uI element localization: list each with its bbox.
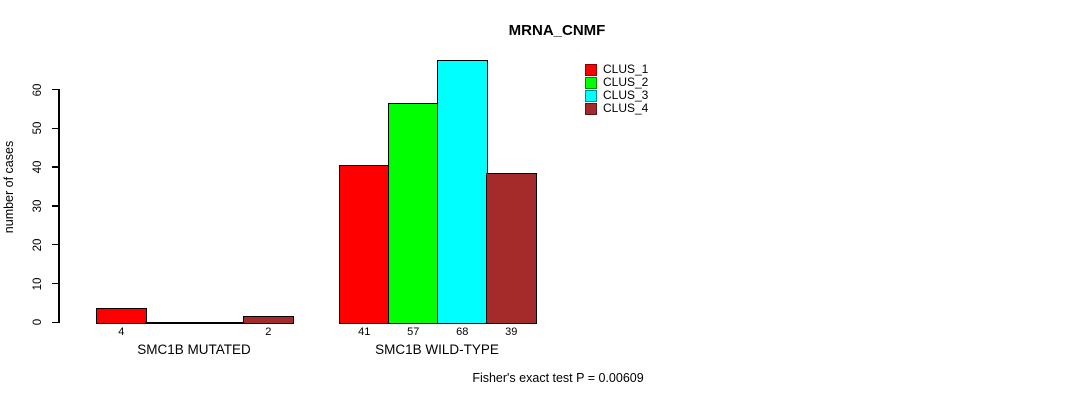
group-label-smc1b-wild-type: SMC1B WILD-TYPE (375, 342, 499, 357)
bar-clus_4 (486, 172, 537, 324)
y-axis-tick (51, 205, 59, 207)
y-axis-tick-label: 20 (32, 238, 44, 252)
legend-swatch-icon (585, 63, 597, 76)
y-axis-tick-label: 30 (32, 199, 44, 213)
legend-label: CLUS_4 (603, 101, 649, 115)
bar-clus_3 (437, 59, 488, 324)
y-axis-tick (51, 321, 59, 324)
y-axis-tick (51, 282, 59, 285)
zero-bar-clus_2 (145, 322, 196, 324)
y-axis-tick-label: 0 (32, 319, 44, 326)
chart-title: MRNA_CNMF (508, 22, 606, 39)
legend-item-clus_1: CLUS_1 (585, 63, 648, 76)
y-axis-tick-label: 40 (32, 160, 44, 174)
y-axis-tick-label: 50 (32, 121, 44, 135)
legend-item-clus_3: CLUS_3 (585, 89, 648, 102)
y-axis-label: number of cases (2, 140, 16, 234)
y-axis-tick (51, 88, 59, 91)
legend-item-clus_2: CLUS_2 (585, 76, 648, 89)
y-axis-tick (51, 166, 59, 168)
legend: CLUS_1 CLUS_2 CLUS_3 CLUS_4 (585, 63, 648, 115)
y-axis-tick (51, 243, 59, 246)
bar-value-label: 4 (118, 326, 125, 338)
legend-label: CLUS_3 (603, 88, 649, 102)
y-axis-line (58, 89, 60, 323)
bar-value-label: 2 (265, 326, 272, 338)
bar-clus_1 (339, 164, 390, 324)
y-axis-tick-label: 60 (32, 83, 44, 96)
zero-bar-clus_3 (194, 322, 245, 324)
legend-label: CLUS_1 (603, 62, 649, 76)
bar-value-label: 41 (358, 326, 371, 338)
y-axis-tick (51, 127, 59, 130)
legend-item-clus_4: CLUS_4 (585, 102, 648, 115)
bar-value-label: 57 (407, 326, 420, 338)
annotation-text: Fisher's exact test P = 0.00609 (472, 371, 644, 385)
legend-swatch-icon (585, 102, 597, 115)
legend-label: CLUS_2 (603, 75, 649, 89)
y-axis-tick-label: 10 (32, 277, 44, 290)
group-label-smc1b-mutated: SMC1B MUTATED (137, 342, 251, 357)
legend-swatch-icon (585, 76, 597, 89)
bar-value-label: 39 (505, 326, 518, 338)
bar-clus_2 (388, 102, 439, 324)
bar-clus_1 (96, 307, 147, 324)
bar-clus_4 (243, 315, 294, 324)
legend-swatch-icon (585, 89, 597, 102)
bar-value-label: 68 (456, 326, 469, 338)
